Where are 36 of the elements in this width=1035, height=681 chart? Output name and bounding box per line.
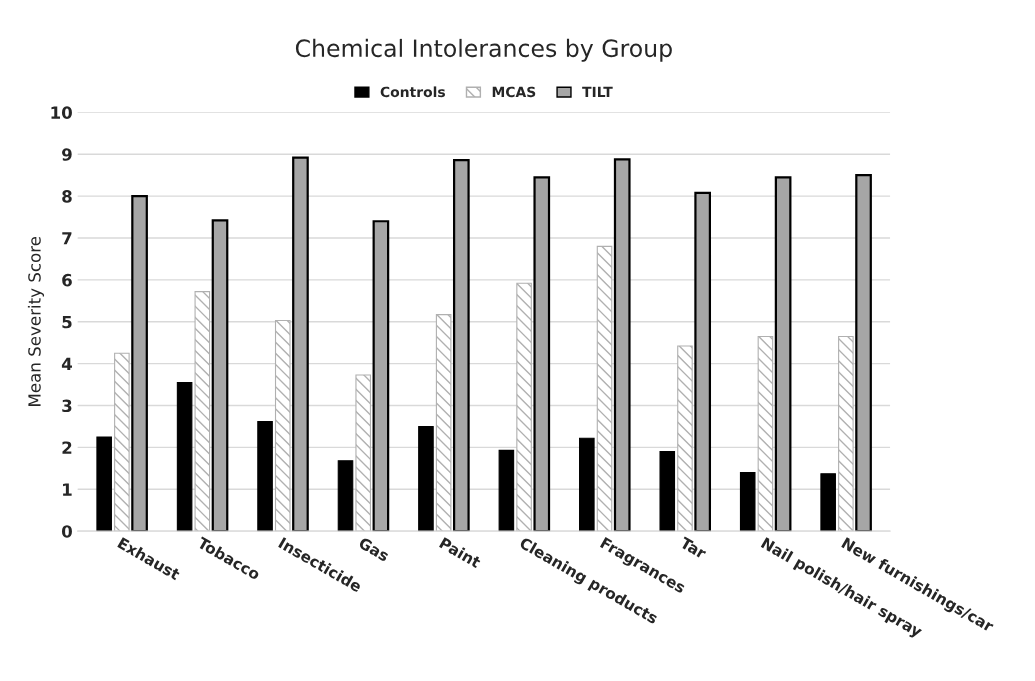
bar — [739, 471, 756, 532]
bar — [176, 381, 193, 532]
y-tick-label: 2 — [62, 441, 72, 454]
y-tick-label: 7 — [62, 232, 72, 245]
bar — [372, 220, 390, 532]
bar — [757, 335, 774, 532]
y-tick-label: 5 — [62, 315, 72, 329]
chart-title: Chemical Intolerances by Group — [295, 38, 672, 62]
y-tick-label: 1 — [63, 483, 72, 496]
bar — [418, 425, 434, 532]
x-tick-label: Gas — [357, 536, 391, 562]
bar — [337, 460, 354, 532]
legend-label: Controls — [380, 86, 445, 98]
y-tick-label: 6 — [62, 273, 72, 287]
bar — [596, 245, 613, 532]
y-tick-label: 8 — [62, 190, 72, 203]
bar — [194, 291, 211, 532]
bar — [579, 437, 595, 532]
bar — [211, 219, 229, 532]
y-tick-label: 9 — [62, 148, 72, 161]
bar — [257, 420, 273, 532]
bar — [498, 449, 515, 532]
y-tick-label: 3 — [62, 399, 72, 413]
bar — [96, 436, 112, 532]
y-tick-label: 10 — [51, 106, 72, 119]
bar — [820, 473, 836, 532]
bar — [659, 451, 676, 532]
bar — [355, 374, 371, 532]
legend-label: TILT — [582, 86, 613, 97]
y-axis-title: Mean Severity Score — [27, 236, 45, 406]
y-tick-label: 4 — [61, 357, 72, 370]
legend-label: MCAS — [492, 86, 536, 98]
x-tick-label: Tar — [679, 536, 708, 560]
bar — [774, 176, 792, 532]
y-tick-label: 0 — [61, 525, 72, 538]
bar — [613, 158, 631, 532]
